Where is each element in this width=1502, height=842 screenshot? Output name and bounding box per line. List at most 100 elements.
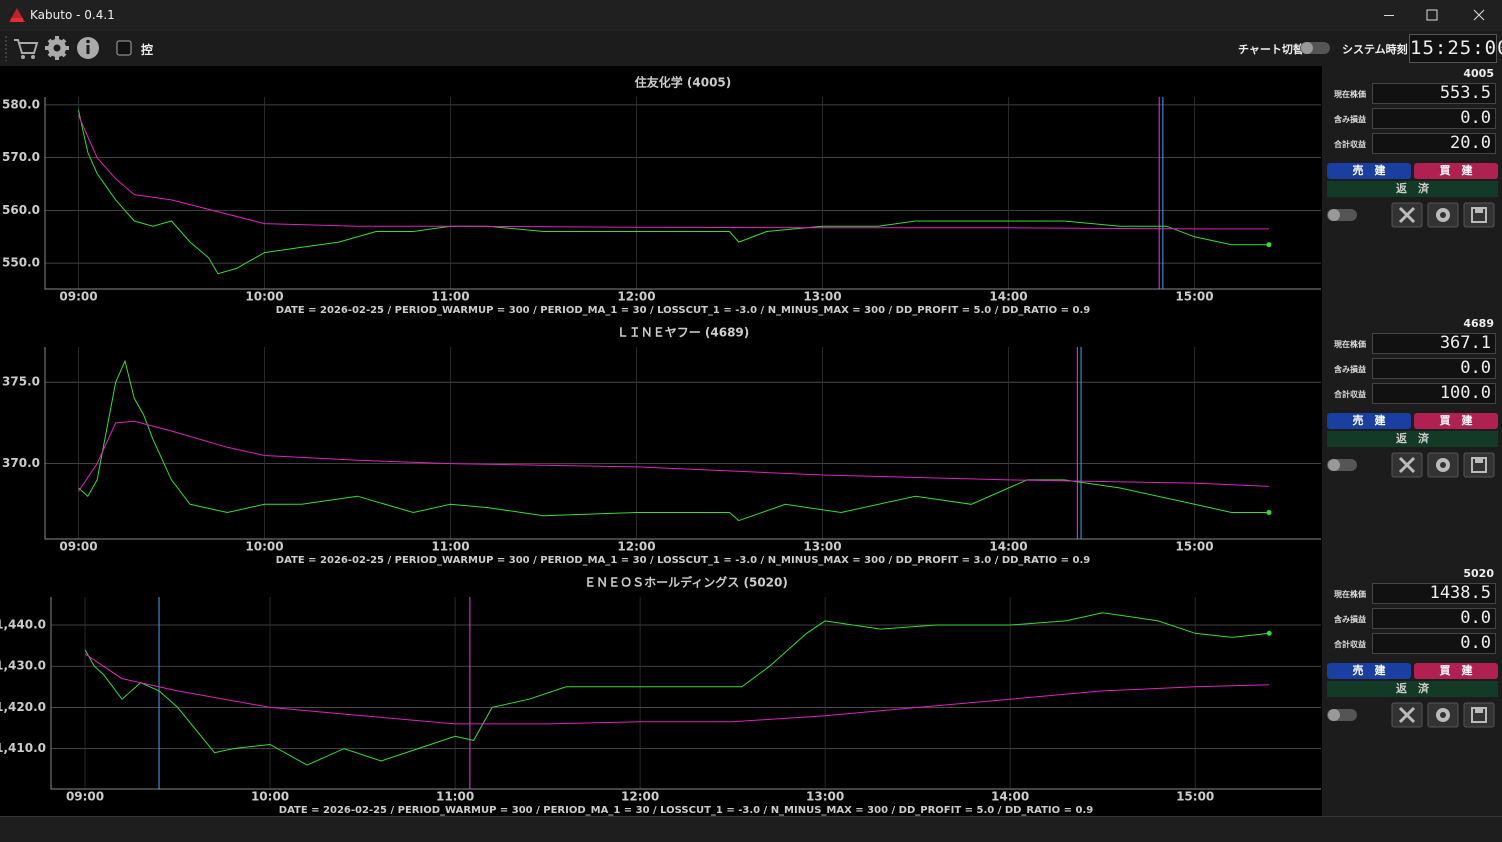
app-icon <box>9 8 25 22</box>
axis-frame <box>50 597 1321 790</box>
checkbox[interactable] <box>116 40 132 56</box>
sell-button[interactable]: 売 建 <box>1327 413 1411 429</box>
row-value: 1438.5 <box>1372 583 1496 604</box>
row-value: 367.1 <box>1372 333 1496 354</box>
chart-title: ＥＮＥＯＳホールディングス (5020) <box>584 575 788 590</box>
buy-button[interactable]: 買 建 <box>1414 163 1498 179</box>
close-position-button[interactable]: 返 済 <box>1327 181 1498 197</box>
auto-toggle[interactable] <box>1327 459 1357 471</box>
x-tick-label: 11:00 <box>431 540 469 554</box>
x-tick-label: 11:00 <box>431 290 469 304</box>
chart-switch-label: チャート切替 <box>1238 43 1304 56</box>
chart-footnote: DATE = 2026-02-25 / PERIOD_WARMUP = 300 … <box>276 555 1090 566</box>
y-tick-label: 580.0 <box>2 97 40 111</box>
x-tick-label: 15:00 <box>1176 790 1214 804</box>
row-label: 含み損益 <box>1334 365 1366 374</box>
price-line <box>78 115 1269 230</box>
close-position-button[interactable]: 返 済 <box>1327 681 1498 697</box>
chart-footnote: DATE = 2026-02-25 / PERIOD_WARMUP = 300 … <box>276 305 1090 316</box>
panel-tools <box>1327 452 1495 478</box>
clock-display: 15:25:00 <box>1409 34 1502 63</box>
settings-button[interactable] <box>1427 702 1459 728</box>
row-value: 0.0 <box>1372 358 1496 379</box>
settings-button[interactable] <box>1427 202 1459 228</box>
row-value: 100.0 <box>1372 383 1496 404</box>
row-value: 0.0 <box>1372 608 1496 629</box>
window-controls[interactable] <box>1372 0 1502 31</box>
y-tick-label: 1,410.0 <box>0 741 46 755</box>
tool-button[interactable] <box>1391 202 1423 228</box>
row-value: 20.0 <box>1372 133 1496 154</box>
settings-button[interactable] <box>45 36 69 60</box>
save-button[interactable] <box>1463 452 1495 478</box>
panel-tools <box>1327 702 1495 728</box>
stock-code: 4005 <box>1463 67 1494 80</box>
panel-tools <box>1327 202 1495 228</box>
row-label: 含み損益 <box>1334 115 1366 124</box>
sell-button[interactable]: 売 建 <box>1327 663 1411 679</box>
window-title: Kabuto - 0.4.1 <box>30 8 115 22</box>
row-label: 現在株価 <box>1334 90 1366 99</box>
charts-background <box>0 66 1322 816</box>
last-point <box>1266 509 1272 515</box>
maximize-button[interactable] <box>1426 9 1438 21</box>
x-tick-label: 11:00 <box>436 790 474 804</box>
x-tick-label: 09:00 <box>59 290 97 304</box>
row-value: 0.0 <box>1372 108 1496 129</box>
chart-title: 住友化学 (4005) <box>635 75 732 90</box>
x-tick-label: 13:00 <box>803 290 841 304</box>
row-value: 553.5 <box>1372 83 1496 104</box>
x-tick-label: 14:00 <box>989 540 1027 554</box>
tool-button[interactable] <box>1391 452 1423 478</box>
charts-area: 住友化学 (4005) 550.0 560.0 570.0 580.0 09:00 10:0… <box>0 66 1322 816</box>
row-label: 現在株価 <box>1334 340 1366 349</box>
x-tick-label: 13:00 <box>803 540 841 554</box>
cart-button[interactable] <box>14 39 39 59</box>
last-point <box>1266 630 1272 636</box>
save-button[interactable] <box>1463 702 1495 728</box>
row-label: 合計収益 <box>1334 140 1366 149</box>
chart-footnote: DATE = 2026-02-25 / PERIOD_WARMUP = 300 … <box>279 805 1093 816</box>
x-tick-label: 09:00 <box>66 790 104 804</box>
x-tick-label: 14:00 <box>989 290 1027 304</box>
settings-button[interactable] <box>1427 452 1459 478</box>
chart-switch-toggle[interactable] <box>1299 40 1331 56</box>
y-tick-label: 1,440.0 <box>0 618 46 632</box>
auto-toggle[interactable] <box>1327 209 1357 221</box>
row-label: 合計収益 <box>1334 640 1366 649</box>
tool-button[interactable] <box>1391 702 1423 728</box>
close-position-button[interactable]: 返 済 <box>1327 431 1498 447</box>
y-tick-label: 1,430.0 <box>0 659 46 673</box>
save-button[interactable] <box>1463 202 1495 228</box>
y-tick-label: 370.0 <box>2 456 40 470</box>
x-tick-label: 12:00 <box>617 540 655 554</box>
trade-panel: 4005 現在株価 553.5 含み損益 0.0 合計収益 20.0 売 建買 建返 済 468… <box>1322 66 1502 816</box>
y-tick-label: 550.0 <box>2 256 40 270</box>
row-label: 合計収益 <box>1334 390 1366 399</box>
buy-button[interactable]: 買 建 <box>1414 413 1498 429</box>
price-line <box>84 653 1270 725</box>
last-point <box>1266 242 1272 248</box>
x-tick-label: 10:00 <box>245 290 283 304</box>
axis-frame <box>44 347 1321 540</box>
x-tick-label: 10:00 <box>251 790 289 804</box>
x-tick-label: 15:00 <box>1175 540 1213 554</box>
y-tick-label: 375.0 <box>2 375 40 389</box>
clock-label: システム時刻 <box>1342 43 1408 56</box>
buy-button[interactable]: 買 建 <box>1414 663 1498 679</box>
price-line <box>84 612 1270 766</box>
row-label: 現在株価 <box>1334 590 1366 599</box>
x-tick-label: 13:00 <box>806 790 844 804</box>
checkbox-label: 控 <box>141 43 154 57</box>
x-tick-label: 12:00 <box>621 790 659 804</box>
sell-button[interactable]: 売 建 <box>1327 163 1411 179</box>
x-tick-label: 10:00 <box>245 540 283 554</box>
info-button[interactable] <box>77 37 99 59</box>
close-button[interactable] <box>1473 9 1485 21</box>
toolbar-icons <box>5 36 132 61</box>
stock-code: 5020 <box>1463 567 1494 580</box>
auto-toggle[interactable] <box>1327 709 1357 721</box>
status-bar <box>0 816 1502 842</box>
y-tick-label: 560.0 <box>2 203 40 217</box>
